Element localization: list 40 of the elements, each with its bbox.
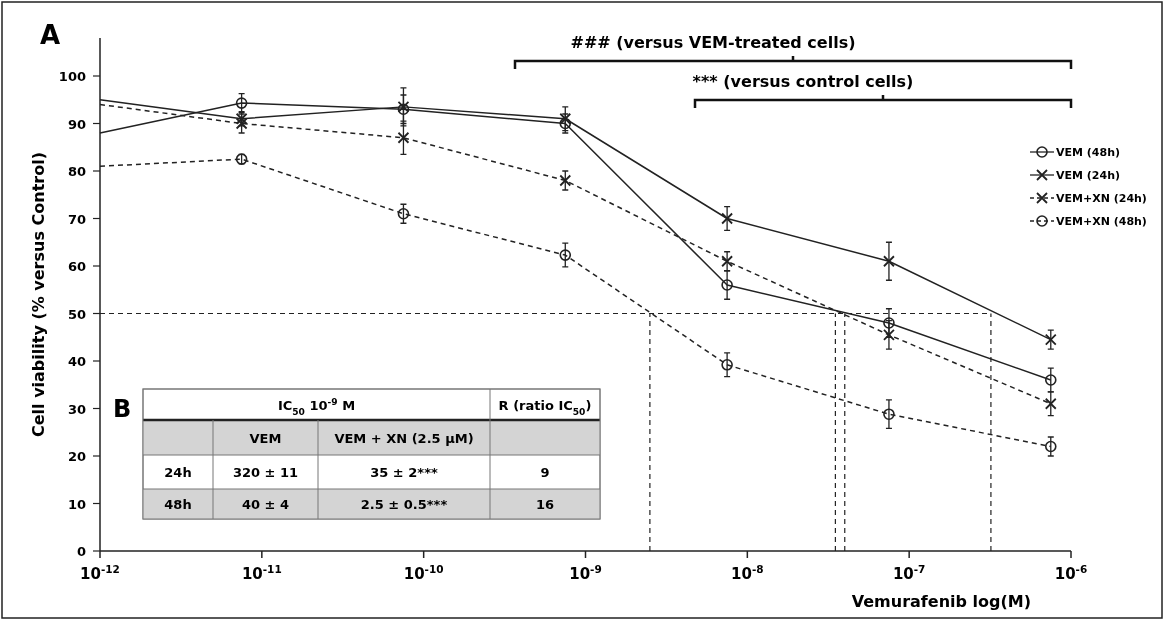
annotation: IC$_{50}$ 10$^{-9}$ M <box>277 396 356 417</box>
y-tick-label: 10 <box>67 496 86 512</box>
x-tick-label: 10$^{-8}$ <box>731 563 764 583</box>
x-tick-label: 10$^{-11}$ <box>241 563 282 583</box>
x-tick-label: 10$^{-10}$ <box>403 563 444 583</box>
annotation: ### (versus VEM-treated cells) <box>570 33 856 52</box>
y-tick-label: 20 <box>67 449 86 464</box>
y-tick-label: 0 <box>76 544 86 559</box>
annotation: 24h <box>164 465 192 480</box>
text: B <box>113 395 132 423</box>
annotation: 48h <box>164 497 192 512</box>
annotation: 35 ± 2*** <box>370 465 438 480</box>
y-axis-title: Cell viability (% versus Control) <box>29 152 48 437</box>
x-tick-label: 10$^{-12}$ <box>80 563 120 583</box>
legend-label: VEM+XN (24h) <box>1056 192 1147 205</box>
y-tick-label: 70 <box>67 211 86 227</box>
y-tick-label: 80 <box>67 164 86 179</box>
legend-label: VEM (24h) <box>1056 169 1120 182</box>
x-tick-label: 10$^{-7}$ <box>892 563 926 583</box>
chart-title: A <box>40 20 61 50</box>
annotation: *** (versus control cells) <box>692 72 914 91</box>
x-tick-label: 10$^{-6}$ <box>1054 563 1088 583</box>
annotation: 40 ± 4 <box>241 497 290 512</box>
y-tick-label: 30 <box>67 401 86 417</box>
y-tick-label: 100 <box>58 69 86 84</box>
y-tick-label: 50 <box>67 306 86 322</box>
x-axis-title: Vemurafenib log(M) <box>851 592 1031 611</box>
y-tick-label: 60 <box>67 259 86 274</box>
annotation: 2.5 ± 0.5*** <box>360 497 448 512</box>
legend-label: VEM (48h) <box>1056 146 1120 159</box>
legend-label: VEM+XN (48h) <box>1056 215 1147 228</box>
annotation: 320 ± 11 <box>232 465 299 480</box>
annotation: R (ratio IC$_{50}$) <box>498 397 592 417</box>
annotation: VEM + XN (2.5 µM) <box>334 430 474 446</box>
x-tick-label: 10$^{-9}$ <box>569 563 602 583</box>
annotation: VEM <box>249 430 282 446</box>
y-tick-label: 40 <box>67 354 86 369</box>
y-tick-label: 90 <box>67 116 86 132</box>
annotation: 16 <box>535 497 555 512</box>
annotation: 9 <box>540 465 550 480</box>
